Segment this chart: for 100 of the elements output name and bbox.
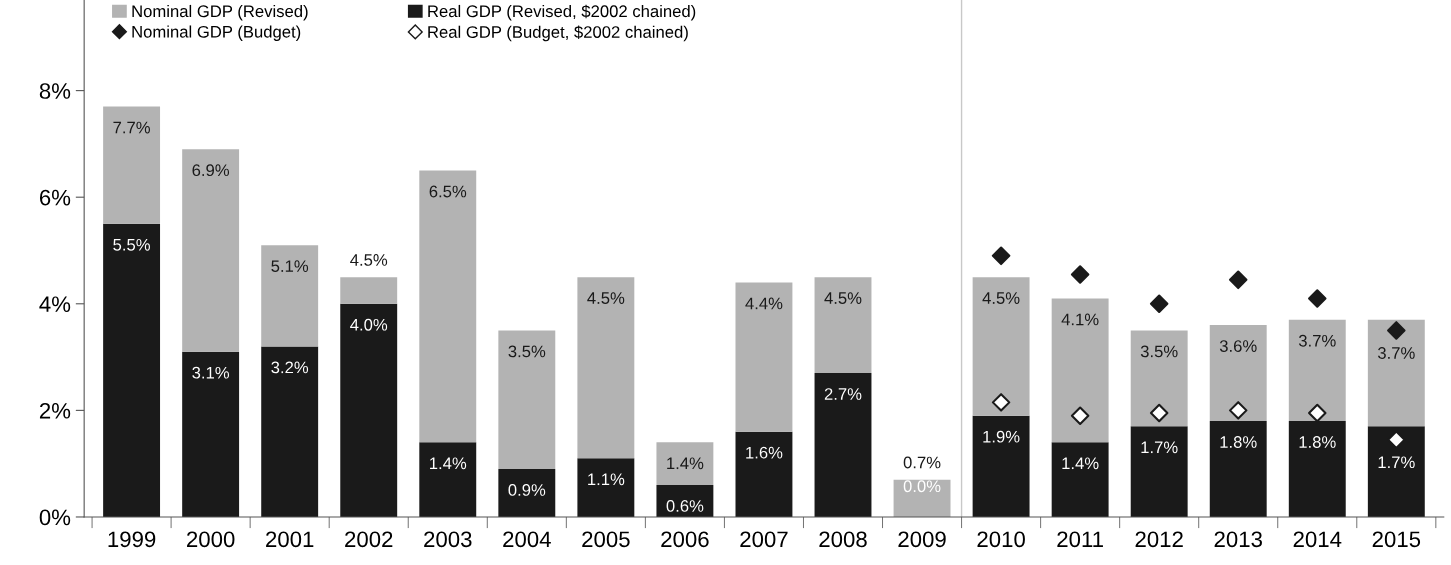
bar [1367,319,1425,427]
data-label: 1.7% [1141,441,1178,454]
bar [340,303,398,517]
y-tick-label: 6% [39,189,71,206]
point [991,246,1011,266]
data-label: 1.4% [1062,457,1099,470]
x-tick-label: 2005 [582,531,630,548]
data-label: 3.2% [271,361,309,374]
data-label: 1.8% [1299,436,1336,448]
point [1070,406,1090,425]
bar [103,106,161,224]
data-label: 4.0% [350,318,388,331]
data-label: 1.9% [983,430,1020,443]
bar [1130,330,1188,427]
total-label: 0.7% [903,456,941,469]
data-label: 2.7% [824,388,862,400]
total-label: 3.5% [1140,345,1178,358]
point [1308,289,1327,308]
bar [340,277,398,304]
bar [182,351,240,517]
bar [261,346,319,517]
x-tick-label: 2010 [977,531,1025,548]
x-tick-label: 2008 [819,531,867,548]
total-label: 4.4% [745,297,783,310]
point [1149,294,1169,314]
bar [1367,426,1425,517]
total-label: 4.1% [1061,313,1099,326]
total-label: 7.7% [113,121,150,134]
x-tick-label: 2015 [1372,531,1421,548]
data-label: 5.5% [113,238,150,251]
y-tick-label: 8% [39,83,71,99]
x-tick-label: 2006 [661,531,709,548]
legend-label: Real GDP (Budget, $2002 chained) [428,25,688,42]
bar [498,469,556,517]
bar [182,149,240,352]
total-label: 3.7% [1377,347,1415,359]
bar [419,170,477,443]
total-label: 6.5% [429,185,467,198]
x-tick-label: 2003 [424,531,472,548]
x-tick-label: 2000 [187,531,235,548]
x-tick-label: 2011 [1057,531,1103,548]
bar [735,431,793,517]
bar [1130,426,1188,517]
point [1228,401,1248,420]
point [1070,265,1090,284]
total-label: 3.7% [1298,334,1336,347]
point [1149,403,1169,423]
total-label: 4.5% [350,254,388,266]
bar [814,373,872,517]
data-label: 0.6% [666,500,704,512]
total-label: 3.6% [1219,340,1257,352]
x-tick-label: 2012 [1135,531,1183,548]
total-label: 4.5% [982,292,1020,304]
legend-label: Nominal GDP (Revised) [132,4,308,21]
data-label: 1.6% [746,446,783,459]
data-label: 1.4% [430,457,467,470]
total-label: 4.5% [587,292,625,304]
bar [814,277,872,374]
data-label: 1.8% [1220,436,1257,448]
legend-label: Nominal GDP (Budget) [132,25,301,41]
bar [498,330,556,470]
x-tick-label: 2002 [345,531,393,548]
bar [577,277,635,459]
total-label: 5.1% [271,260,309,273]
bar [656,442,714,485]
x-tick-label: 2009 [898,531,946,548]
x-tick-label: 2004 [503,531,551,548]
bar [1288,319,1346,422]
x-tick-label: 1999 [108,531,156,548]
point [1228,270,1248,290]
bar [1051,442,1109,517]
x-tick-label: 2007 [740,531,788,548]
legend-label: Real GDP (Revised, $2002 chained) [428,4,696,21]
bar [972,415,1030,517]
total-label: 6.9% [192,164,230,177]
x-tick-label: 2013 [1214,531,1262,548]
y-tick-label: 0% [39,509,71,526]
data-label: 1.7% [1378,456,1415,469]
x-tick-label: 2001 [266,531,314,548]
bar [972,277,1030,416]
data-label: 0.0% [903,480,941,493]
point [1308,403,1327,423]
bar [419,442,477,517]
data-label: 1.1% [588,473,625,486]
bar [577,458,635,517]
data-label: 0.9% [508,484,546,496]
bar [735,282,793,432]
bar [103,223,161,517]
bar [1209,325,1267,422]
total-label: 4.5% [824,292,862,304]
data-label: 3.1% [192,366,230,379]
y-tick-label: 4% [39,296,71,312]
y-tick-label: 2% [39,402,71,419]
point [991,393,1011,412]
point [1387,321,1406,340]
total-label: 1.4% [667,457,704,470]
x-tick-label: 2014 [1293,531,1342,548]
bar [261,245,319,347]
bar [1051,298,1109,443]
bar [656,485,714,517]
